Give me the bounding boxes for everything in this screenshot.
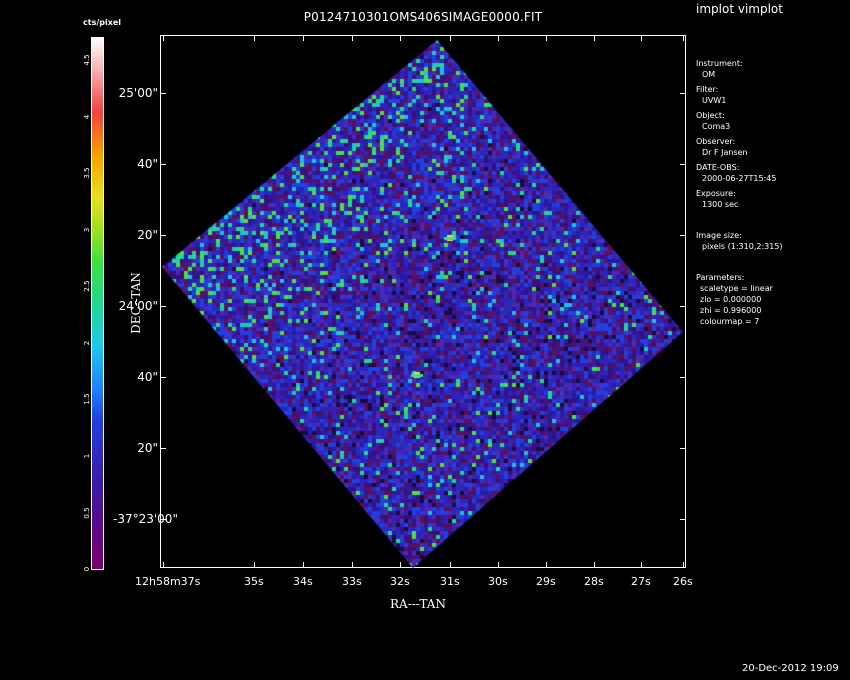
date-label: DATE-OBS: bbox=[696, 163, 740, 172]
y-tick-mark bbox=[160, 377, 166, 378]
app-label: implot vimplot bbox=[696, 2, 783, 16]
x-tick-mark bbox=[546, 35, 547, 41]
info-panel: Instrument: OM Filter: UVW1 Object: Coma… bbox=[696, 58, 783, 327]
x-tick-mark bbox=[254, 562, 255, 568]
colorbar-title: cts/pixel bbox=[83, 18, 122, 27]
x-tick-mark bbox=[400, 35, 401, 41]
colorbar-tick-label: 1 bbox=[83, 453, 91, 459]
parameters-label: Parameters: bbox=[696, 273, 745, 282]
y-tick-label: 20" bbox=[137, 228, 158, 242]
y-tick-label: 24'00" bbox=[118, 299, 158, 313]
y-tick-mark bbox=[160, 448, 166, 449]
date-value: 2000-06-27T15:45 bbox=[702, 174, 777, 183]
x-tick-mark bbox=[303, 35, 304, 41]
sky-image[interactable] bbox=[160, 35, 686, 568]
x-tick-mark bbox=[450, 562, 451, 568]
x-tick-mark bbox=[594, 35, 595, 41]
object-label: Object: bbox=[696, 111, 725, 120]
x-tick-mark bbox=[546, 562, 547, 568]
x-tick-label: 27s bbox=[631, 575, 651, 588]
y-tick-mark bbox=[680, 235, 686, 236]
y-axis-label: DEC--TAN bbox=[128, 272, 143, 334]
x-tick-mark bbox=[683, 562, 684, 568]
y-tick-mark bbox=[160, 93, 166, 94]
y-tick-mark bbox=[680, 519, 686, 520]
y-tick-mark bbox=[680, 377, 686, 378]
x-tick-mark bbox=[163, 35, 164, 41]
image-title: P0124710301OMS406SIMAGE0000.FIT bbox=[303, 10, 543, 24]
x-tick-mark bbox=[498, 35, 499, 41]
colorbar-tick-label: 0 bbox=[83, 566, 91, 572]
y-tick-label: 40" bbox=[137, 157, 158, 171]
timestamp: 20-Dec-2012 19:09 bbox=[742, 663, 839, 674]
colorbar-tick-label: 3.5 bbox=[83, 167, 91, 179]
y-tick-label: 25'00" bbox=[118, 86, 158, 100]
exposure-value: 1300 sec bbox=[702, 200, 739, 209]
y-tick-mark bbox=[160, 235, 166, 236]
object-value: Coma3 bbox=[702, 122, 731, 131]
y-tick-mark bbox=[680, 448, 686, 449]
colorbar-tick-label: 4 bbox=[83, 114, 91, 120]
x-tick-label: 33s bbox=[342, 575, 362, 588]
param-scaletype: scaletype = linear bbox=[700, 284, 773, 293]
x-tick-mark bbox=[352, 562, 353, 568]
colorbar bbox=[91, 37, 104, 570]
x-tick-label: 32s bbox=[390, 575, 410, 588]
filter-label: Filter: bbox=[696, 85, 719, 94]
x-tick-label: 26s bbox=[673, 575, 693, 588]
x-tick-mark bbox=[254, 35, 255, 41]
instrument-value: OM bbox=[702, 70, 716, 79]
x-tick-mark bbox=[303, 562, 304, 568]
colorbar-tick-label: 3 bbox=[83, 227, 91, 233]
x-tick-label: 28s bbox=[584, 575, 604, 588]
x-tick-label: 12h58m37s bbox=[135, 575, 201, 588]
x-tick-mark bbox=[498, 562, 499, 568]
x-tick-label: 34s bbox=[293, 575, 313, 588]
y-tick-mark bbox=[680, 164, 686, 165]
x-axis-label: RA---TAN bbox=[390, 597, 446, 611]
colorbar-tick-label: 0.5 bbox=[83, 507, 91, 519]
colorbar-tick-label: 1.5 bbox=[83, 393, 91, 405]
x-tick-label: 29s bbox=[536, 575, 556, 588]
x-tick-mark bbox=[641, 35, 642, 41]
y-tick-mark bbox=[680, 306, 686, 307]
x-tick-mark bbox=[450, 35, 451, 41]
image-size-label: Image size: bbox=[696, 231, 742, 240]
x-tick-label: 30s bbox=[488, 575, 508, 588]
x-tick-label: 31s bbox=[440, 575, 460, 588]
observer-value: Dr F Jansen bbox=[702, 148, 748, 157]
x-tick-mark bbox=[594, 562, 595, 568]
x-tick-mark bbox=[400, 562, 401, 568]
param-zlo: zlo = 0.000000 bbox=[700, 295, 762, 304]
image-size-value: pixels (1:310,2:315) bbox=[702, 242, 783, 251]
y-tick-mark bbox=[680, 93, 686, 94]
x-tick-mark bbox=[683, 35, 684, 41]
observer-label: Observer: bbox=[696, 137, 736, 146]
colorbar-tick-label: 2 bbox=[83, 340, 91, 346]
y-tick-label: 40" bbox=[137, 370, 158, 384]
x-tick-mark bbox=[163, 562, 164, 568]
param-zhi: zhi = 0.996000 bbox=[700, 306, 762, 315]
y-tick-label: 20" bbox=[137, 441, 158, 455]
y-tick-mark bbox=[160, 164, 166, 165]
param-colourmap: colourmap = 7 bbox=[700, 317, 760, 326]
y-tick-mark bbox=[160, 306, 166, 307]
y-tick-mark bbox=[160, 519, 166, 520]
colorbar-tick-label: 2.5 bbox=[83, 280, 91, 292]
colorbar-tick-label: 4.5 bbox=[83, 54, 91, 66]
x-tick-mark bbox=[352, 35, 353, 41]
x-tick-label: 35s bbox=[244, 575, 264, 588]
y-tick-label: -37°23'00" bbox=[113, 512, 178, 526]
instrument-label: Instrument: bbox=[696, 59, 743, 68]
filter-value: UVW1 bbox=[702, 96, 727, 105]
x-tick-mark bbox=[641, 562, 642, 568]
exposure-label: Exposure: bbox=[696, 189, 736, 198]
